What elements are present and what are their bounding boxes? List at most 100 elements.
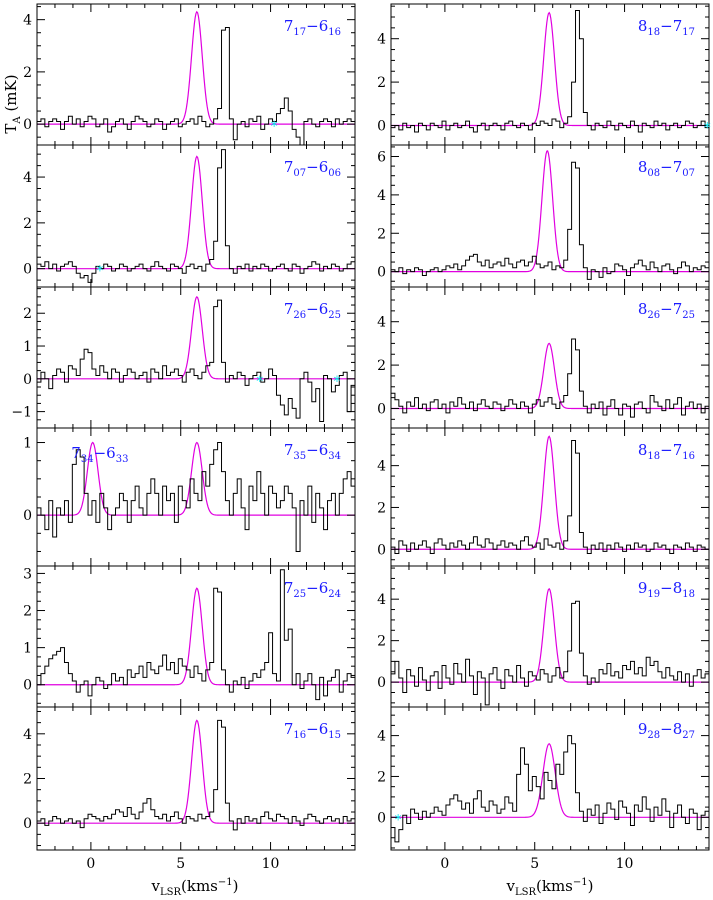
fit-curve (37, 587, 355, 686)
transition-label: 919−818 (638, 579, 695, 600)
observed-spectrum (37, 299, 355, 422)
y-tick-label: 0 (377, 810, 386, 826)
x-tick-label: 10 (616, 856, 634, 872)
svg-text:TA (mK): TA (mK) (2, 74, 23, 133)
spectrum-panel-4: 0 2 4 6 808−707 (377, 144, 710, 288)
spectrum-panel-2: 0 2 4 * 818−717 (377, 3, 711, 146)
x-axis-label-left-sub: LSR (160, 887, 181, 898)
spectrum-panel-5: −1 0 1 2 * * 726−625 (11, 286, 356, 429)
y-tick-label: 2 (23, 772, 32, 788)
fit-curve (37, 10, 355, 125)
observed-spectrum (391, 161, 709, 280)
observed-spectrum (391, 600, 709, 706)
y-tick-label: 1 (23, 436, 32, 452)
y-tick-label: 4 (377, 592, 386, 608)
panel-frame (390, 706, 710, 851)
fit-curve (391, 743, 709, 818)
fit-curve (37, 719, 355, 824)
x-tick-label: 5 (530, 856, 539, 872)
x-axis-label-right-unit: (kms (536, 877, 573, 895)
transition-label: 725−624 (284, 579, 341, 600)
x-axis-label-left-main: v (151, 877, 161, 895)
x-axis-label-right-main: v (506, 877, 516, 895)
fit-curve (37, 155, 355, 270)
spectrum-panel-7: 0 1 735−634 734−633 (23, 427, 356, 567)
y-tick-label: 0 (23, 372, 32, 388)
x-tick-label: 5 (176, 856, 185, 872)
transition-label: 808−707 (638, 158, 695, 179)
blend-marker: * (271, 119, 278, 135)
panels-group: 0 2 4 * 717−616 0 2 4 * 818−717 0 2 4 * 707−606 0 2 4 6 808… (11, 3, 711, 872)
observed-spectrum (37, 569, 355, 701)
observed-spectrum (391, 10, 709, 133)
spectrum-panel-10: 0 2 4 919−818 (377, 565, 710, 708)
y-tick-label: 2 (377, 75, 386, 91)
y-tick-label: 6 (377, 150, 386, 166)
blend-marker: * (96, 264, 103, 280)
observed-spectrum (37, 719, 355, 831)
x-axis-label-right-exp: −1 (573, 877, 588, 888)
x-tick-label: 0 (440, 856, 449, 872)
transition-label: 928−827 (638, 720, 695, 741)
y-tick-label: 0 (377, 542, 386, 558)
y-tick-label: 0 (377, 401, 386, 417)
transition-label: 707−606 (284, 158, 341, 179)
y-tick-label: 0 (377, 675, 386, 691)
x-axis-label-right: vLSR(kms−1) (506, 877, 594, 898)
y-tick-label: 1 (23, 641, 32, 657)
spectrum-panel-1: 0 2 4 * 717−616 (23, 3, 356, 146)
y-tick-label: 2 (377, 358, 386, 374)
y-tick-label: 4 (377, 729, 386, 745)
transition-label: 717−616 (284, 17, 341, 38)
y-tick-label: 2 (377, 500, 386, 516)
spectrum-panel-8: 0 2 4 818−716 (377, 427, 710, 567)
transition-label: 735−634 (284, 441, 341, 462)
y-tick-label: 0 (377, 265, 386, 281)
y-axis-label-sub: A (12, 116, 23, 125)
spectrum-panel-9: 0 1 2 3 725−624 (23, 565, 356, 708)
x-axis-label-right-close: ) (588, 877, 594, 895)
y-tick-label: 4 (23, 727, 32, 743)
fit-curve (391, 11, 709, 127)
y-tick-label: 4 (377, 459, 386, 475)
fit-curve (391, 342, 709, 410)
y-tick-label: 2 (377, 226, 386, 242)
y-tick-label: 0 (23, 508, 32, 524)
blend-marker: * (256, 374, 263, 390)
transition-label: 726−625 (284, 300, 341, 321)
transition-label: 826−725 (638, 300, 695, 321)
y-tick-label: 4 (377, 32, 386, 48)
observed-spectrum (391, 338, 709, 418)
fit-curve (391, 587, 709, 683)
y-tick-label: 0 (377, 118, 386, 134)
y-tick-label: 0 (23, 678, 32, 694)
spectrum-panel-6: 0 2 4 826−725 (377, 286, 710, 429)
y-tick-label: −1 (11, 405, 32, 421)
blend-marker: * (334, 374, 341, 390)
y-tick-label: 0 (23, 117, 32, 133)
observed-spectrum (37, 442, 355, 552)
blend-marker: * (395, 812, 402, 828)
y-axis-label-unit: (mK) (2, 74, 20, 116)
y-tick-label: 4 (377, 315, 386, 331)
y-axis-label: TA (mK) (2, 74, 23, 133)
x-tick-label: 10 (262, 856, 280, 872)
x-axis-label-right-sub: LSR (515, 887, 536, 898)
observed-spectrum (391, 440, 709, 554)
y-tick-label: 2 (23, 216, 32, 232)
fit-curve (391, 435, 709, 550)
blend-marker: * (704, 120, 711, 136)
fit-curve (391, 150, 709, 273)
transition-label-secondary: 734−633 (71, 444, 128, 465)
spectrum-panel-12: 0 2 4 0 5 10 * 928−827 (377, 706, 710, 872)
y-tick-label: 4 (23, 170, 32, 186)
transition-label: 818−716 (638, 441, 695, 462)
y-tick-label: 2 (23, 65, 32, 81)
y-axis-label-main: T (2, 124, 20, 134)
y-tick-label: 2 (23, 604, 32, 620)
observed-spectrum (37, 27, 355, 145)
y-tick-label: 2 (377, 769, 386, 785)
transition-label: 716−615 (284, 720, 341, 741)
transition-label: 818−717 (638, 17, 695, 38)
